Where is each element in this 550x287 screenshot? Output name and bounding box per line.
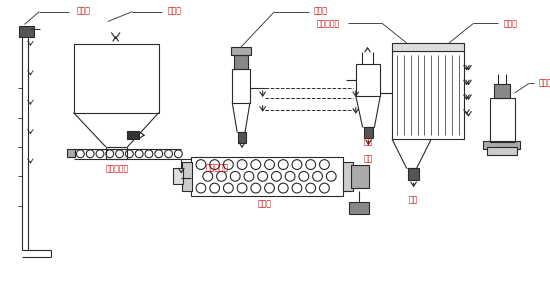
- Text: 风库: 风库: [364, 137, 373, 147]
- Text: 料仓台: 料仓台: [168, 6, 182, 15]
- Bar: [408, 168, 420, 180]
- Text: 粗粉: 粗粉: [409, 195, 418, 204]
- Text: 皮带输送机: 皮带输送机: [206, 163, 229, 172]
- Bar: [392, 43, 464, 51]
- Bar: [173, 168, 183, 184]
- Bar: [364, 127, 373, 138]
- Text: 提升机: 提升机: [76, 6, 90, 15]
- Bar: [487, 147, 516, 155]
- Text: 粗粉台: 粗粉台: [504, 19, 518, 28]
- Bar: [191, 157, 343, 196]
- Bar: [392, 51, 464, 139]
- Bar: [490, 98, 515, 142]
- Text: 分级机: 分级机: [314, 6, 327, 15]
- Bar: [19, 26, 34, 37]
- Bar: [182, 162, 192, 191]
- Text: 袋式除尘器: 袋式除尘器: [317, 19, 340, 28]
- Bar: [349, 202, 368, 214]
- Bar: [238, 132, 246, 143]
- Text: 球磨机: 球磨机: [258, 199, 272, 208]
- Bar: [74, 44, 159, 113]
- Text: 细粉: 细粉: [364, 154, 373, 163]
- Bar: [483, 141, 520, 149]
- Bar: [232, 69, 250, 103]
- Bar: [67, 149, 75, 157]
- Text: 引风机: 引风机: [539, 79, 550, 88]
- Bar: [234, 55, 248, 69]
- Bar: [128, 131, 139, 139]
- Bar: [343, 162, 353, 191]
- Bar: [356, 64, 380, 96]
- Bar: [494, 84, 510, 98]
- Bar: [351, 164, 369, 188]
- Text: 螺旋给料机: 螺旋给料机: [106, 164, 129, 173]
- Bar: [232, 47, 251, 55]
